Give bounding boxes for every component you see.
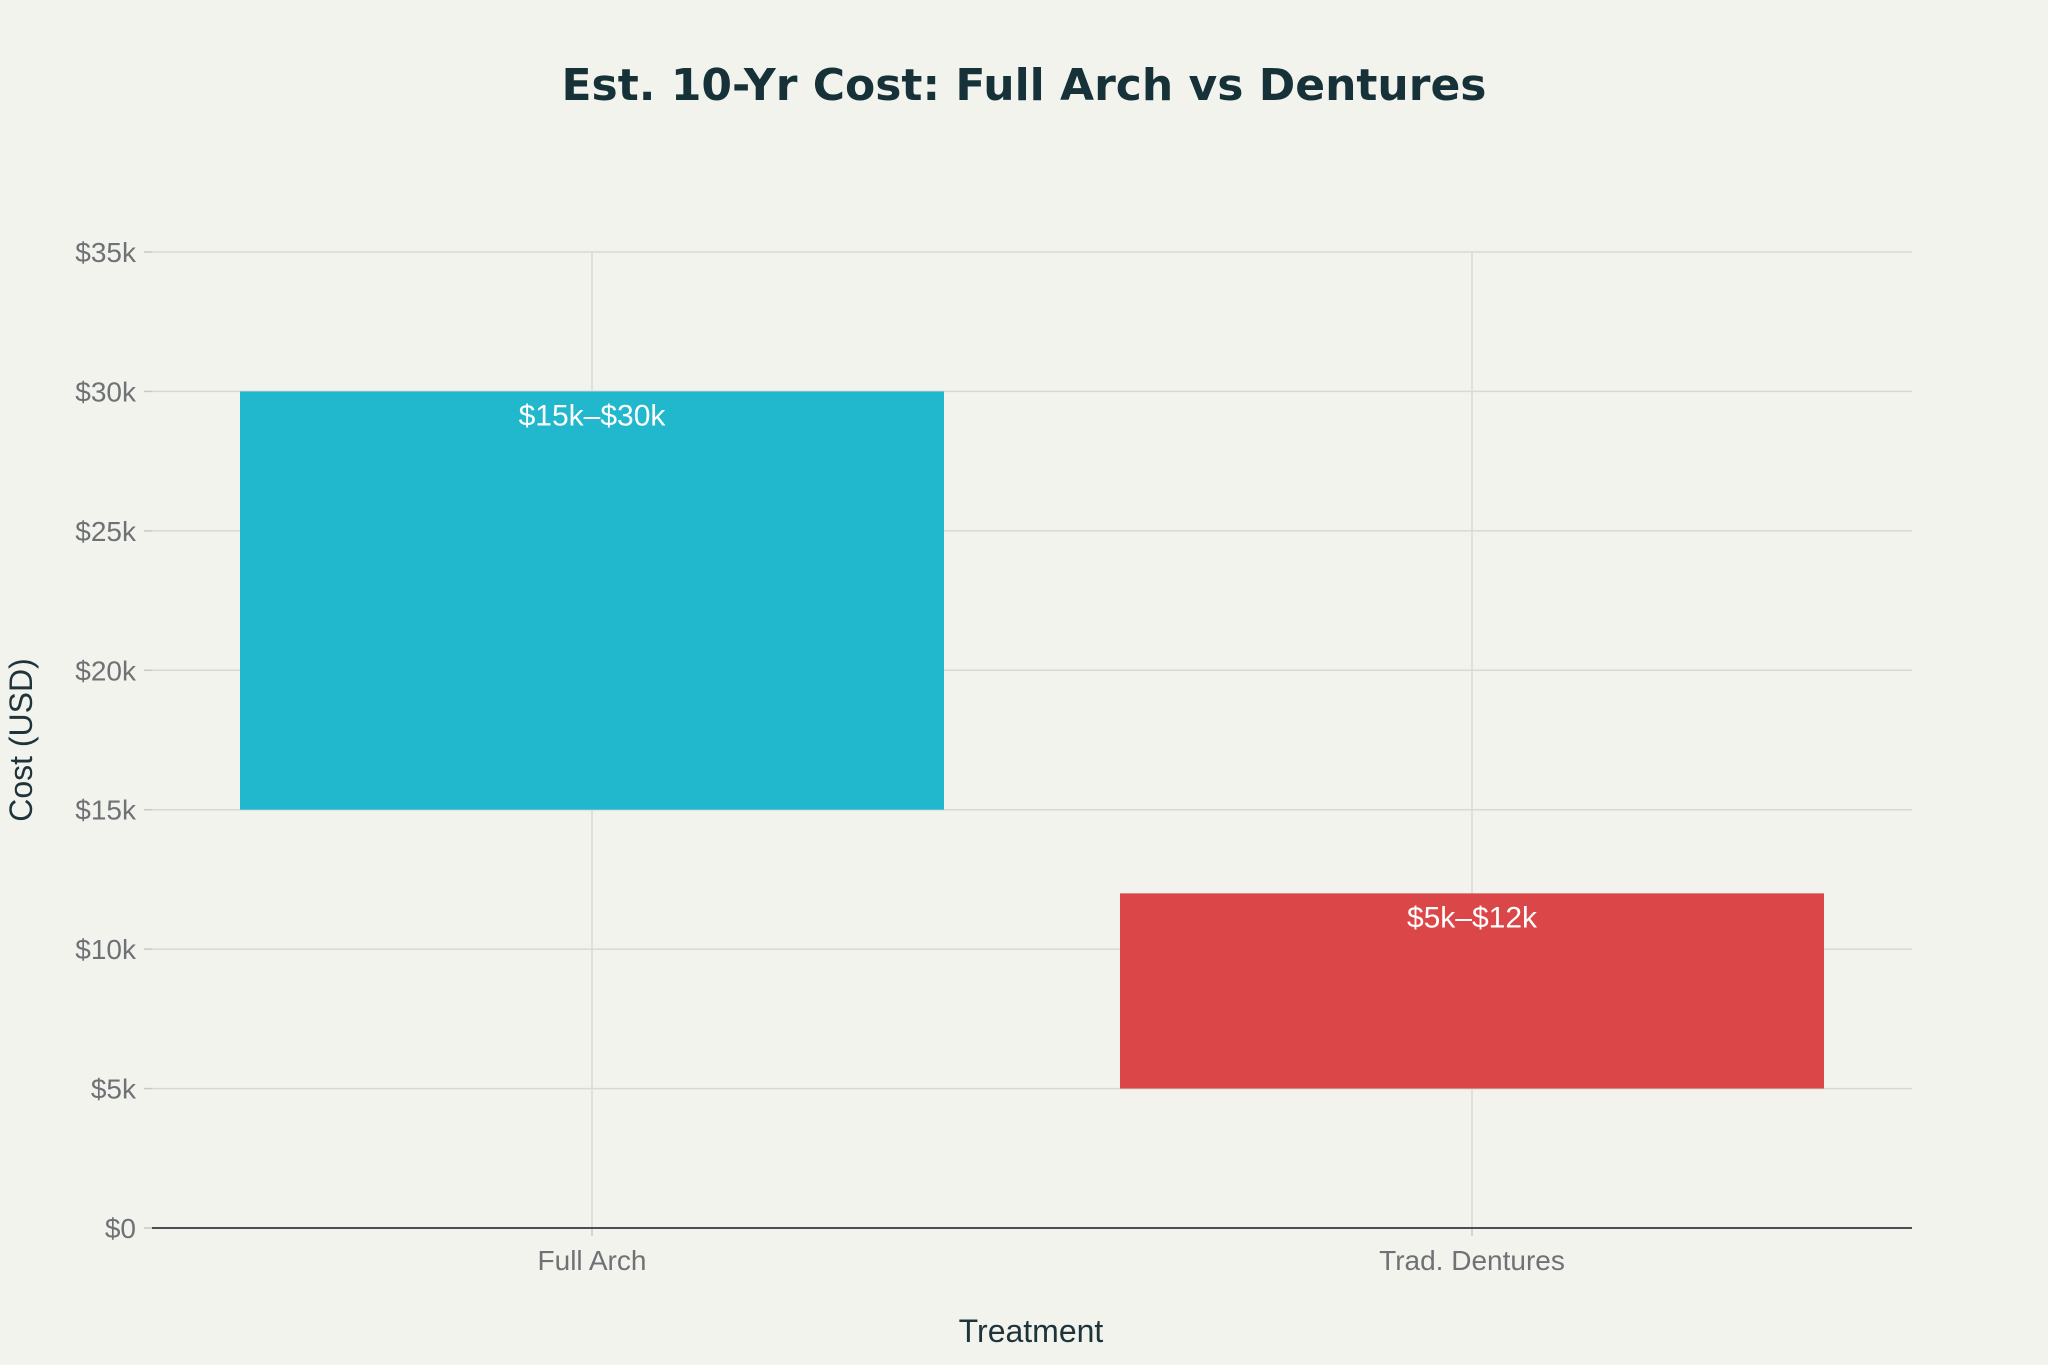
y-tick-label: $0: [105, 1213, 136, 1244]
y-tick-label: $10k: [75, 934, 137, 965]
y-tick-label: $5k: [91, 1074, 137, 1105]
y-tick-label: $20k: [75, 655, 137, 686]
bar-value-label: $5k–$12k: [1407, 901, 1538, 934]
x-tick-label: Trad. Dentures: [1379, 1245, 1565, 1276]
bar: [240, 391, 944, 810]
x-axis-label: Treatment: [959, 1313, 1104, 1349]
y-axis-ticks: $0 $5k $10k $15k $20k $25k $30k $35k: [75, 237, 152, 1244]
y-tick-label: $15k: [75, 795, 137, 826]
y-tick-label: $30k: [75, 376, 137, 407]
y-tick-label: $35k: [75, 237, 137, 268]
y-tick-label: $25k: [75, 516, 137, 547]
chart-title: Est. 10-Yr Cost: Full Arch vs Dentures: [562, 60, 1487, 111]
x-axis-ticks: Full Arch Trad. Dentures: [538, 1228, 1565, 1276]
y-axis-label: Cost (USD): [3, 658, 39, 822]
x-tick-label: Full Arch: [538, 1245, 647, 1276]
bar-labels: $15k–$30k $5k–$12k: [519, 399, 1538, 934]
bar: [1120, 893, 1824, 1089]
bar-value-label: $15k–$30k: [519, 399, 667, 432]
bars: [240, 391, 1824, 1089]
